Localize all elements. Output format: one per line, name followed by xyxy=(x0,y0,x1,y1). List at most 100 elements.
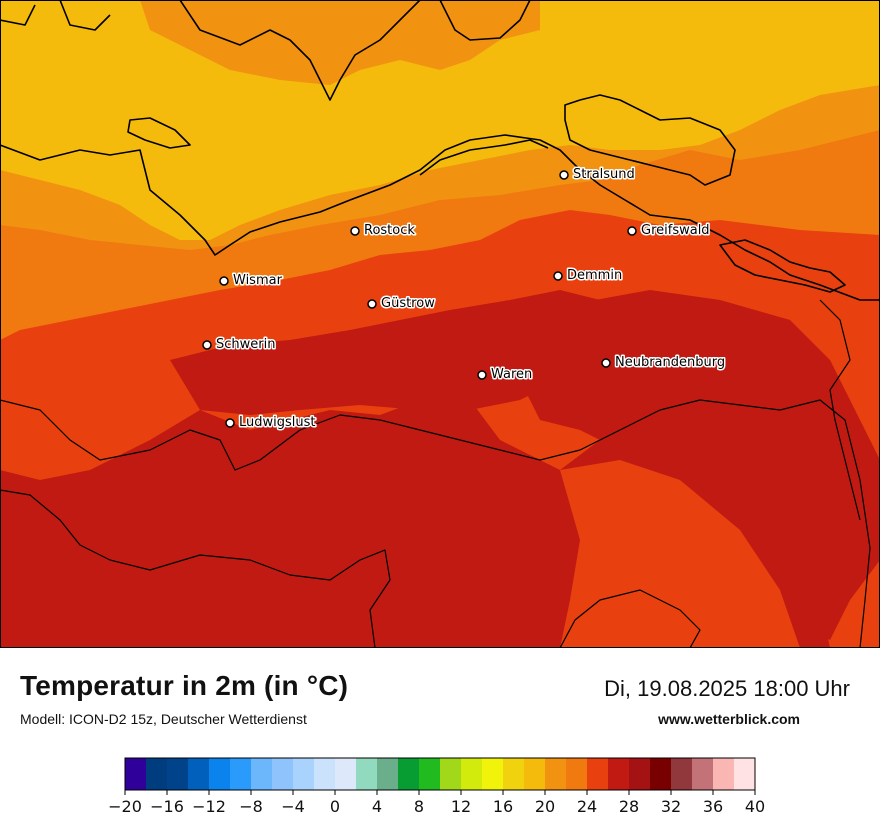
city-greifswald: Greifswald xyxy=(627,222,711,240)
coastline-danish-islands xyxy=(0,0,421,101)
coastline-usedom xyxy=(719,239,846,293)
city-label: Waren xyxy=(491,367,532,382)
legend-color-cell xyxy=(650,758,672,790)
city-marker xyxy=(627,226,637,236)
legend-tick-label: 24 xyxy=(577,797,597,816)
city-waren: Waren xyxy=(477,366,534,384)
forecast-datetime: Di, 19.08.2025 18:00 Uhr xyxy=(604,676,850,701)
city-label: Güstrow xyxy=(381,296,435,311)
coastlines xyxy=(0,0,880,301)
legend-color-cell xyxy=(482,758,504,790)
border-south-east xyxy=(559,589,701,648)
legend-color-cell xyxy=(188,758,210,790)
legend-color-cell xyxy=(608,758,630,790)
city-label: Demmin xyxy=(567,268,622,283)
legend-color-cell xyxy=(692,758,714,790)
coastline-zealand xyxy=(439,0,531,41)
map-title: Temperatur in 2m (in °C) xyxy=(20,670,349,701)
coastline-darss xyxy=(419,139,549,176)
legend-tick-label: −4 xyxy=(281,797,305,816)
city-neubrandenburg: Neubrandenburg xyxy=(601,354,727,372)
city-schwerin: Schwerin xyxy=(202,336,277,354)
temp-band-26-28-east xyxy=(520,290,880,640)
coastline-ruegen xyxy=(564,94,736,186)
legend-color-cell xyxy=(440,758,462,790)
border-poland xyxy=(819,299,861,521)
legend-tick-label: 8 xyxy=(414,797,424,816)
city-marker xyxy=(559,170,569,180)
legend-tick-label: −12 xyxy=(192,797,226,816)
legend-tick-label: 16 xyxy=(493,797,513,816)
legend-border xyxy=(124,757,756,791)
city-markers: Stralsund Rostock Greifswald Wismar Demm… xyxy=(202,166,727,432)
legend-color-cell xyxy=(398,758,420,790)
legend-color-cells xyxy=(125,758,756,790)
legend-color-cell xyxy=(314,758,336,790)
model-info: Modell: ICON-D2 15z, Deutscher Wetterdie… xyxy=(20,711,307,727)
temperature-map: Stralsund Rostock Greifswald Wismar Demm… xyxy=(0,0,880,648)
coastline-fehmarn xyxy=(127,117,191,149)
legend-color-cell xyxy=(230,758,252,790)
legend-color-cell xyxy=(524,758,546,790)
legend-color-cell xyxy=(566,758,588,790)
legend-color-cell xyxy=(587,758,609,790)
legend-tick-label: −16 xyxy=(150,797,184,816)
legend-tick-label: 12 xyxy=(451,797,471,816)
city-rostock: Rostock xyxy=(350,222,417,240)
legend-color-cell xyxy=(734,758,756,790)
temp-band-24-26-south xyxy=(560,460,800,648)
legend-tick-label: 32 xyxy=(661,797,681,816)
legend-color-cell xyxy=(545,758,567,790)
city-label: Schwerin xyxy=(216,337,275,352)
legend-color-cell xyxy=(272,758,294,790)
legend-color-cell xyxy=(671,758,693,790)
city-label: Stralsund xyxy=(573,167,635,182)
city-label: Ludwigslust xyxy=(239,415,316,430)
legend-tick-label: 0 xyxy=(330,797,340,816)
border-south-west xyxy=(0,489,391,648)
legend-tick-label: 28 xyxy=(619,797,639,816)
city-stralsund: Stralsund xyxy=(559,166,636,184)
legend-tick-label: −8 xyxy=(239,797,263,816)
city-marker xyxy=(202,340,212,350)
legend-tick-label: 36 xyxy=(703,797,723,816)
legend-tick-label: 40 xyxy=(745,797,765,816)
color-legend: −20 −16 −12 −8 −4 0 4 8 12 16 20 24 28 32 36 40 xyxy=(108,757,765,816)
city-marker xyxy=(350,226,360,236)
city-marker xyxy=(477,370,487,380)
city-marker xyxy=(553,271,563,281)
legend-tick-label: 20 xyxy=(535,797,555,816)
legend-color-cell xyxy=(461,758,483,790)
legend-color-cell xyxy=(629,758,651,790)
city-marker xyxy=(367,299,377,309)
legend-tick-label: 4 xyxy=(372,797,382,816)
city-label: Neubrandenburg xyxy=(615,355,725,370)
legend-color-cell xyxy=(335,758,357,790)
legend-color-cell xyxy=(125,758,147,790)
city-wismar: Wismar xyxy=(219,272,284,290)
legend-color-cell xyxy=(209,758,231,790)
temp-band-26-28-center xyxy=(170,290,600,415)
website-link[interactable]: www.wetterblick.com xyxy=(658,711,800,727)
legend-color-cell xyxy=(356,758,378,790)
legend-color-cell xyxy=(251,758,273,790)
legend-tick-label: −20 xyxy=(108,797,142,816)
border-west xyxy=(0,399,871,648)
legend-color-cell xyxy=(503,758,525,790)
city-marker xyxy=(601,358,611,368)
state-borders xyxy=(0,299,871,648)
coastline-mainland xyxy=(0,134,880,301)
legend-color-cell xyxy=(146,758,168,790)
legend-color-cell xyxy=(419,758,441,790)
city-demmin: Demmin xyxy=(553,267,624,285)
legend-color-cell xyxy=(377,758,399,790)
city-marker xyxy=(225,418,235,428)
city-ludwigslust: Ludwigslust xyxy=(225,414,317,432)
city-label: Wismar xyxy=(233,273,283,288)
legend-color-cell xyxy=(293,758,315,790)
city-guestrow: Güstrow xyxy=(367,295,437,313)
legend-color-cell xyxy=(713,758,735,790)
legend-color-cell xyxy=(167,758,189,790)
temp-band-20-22-north xyxy=(0,0,540,85)
legend-ticks: −20 −16 −12 −8 −4 0 4 8 12 16 20 24 28 32 36 40 xyxy=(108,790,765,816)
